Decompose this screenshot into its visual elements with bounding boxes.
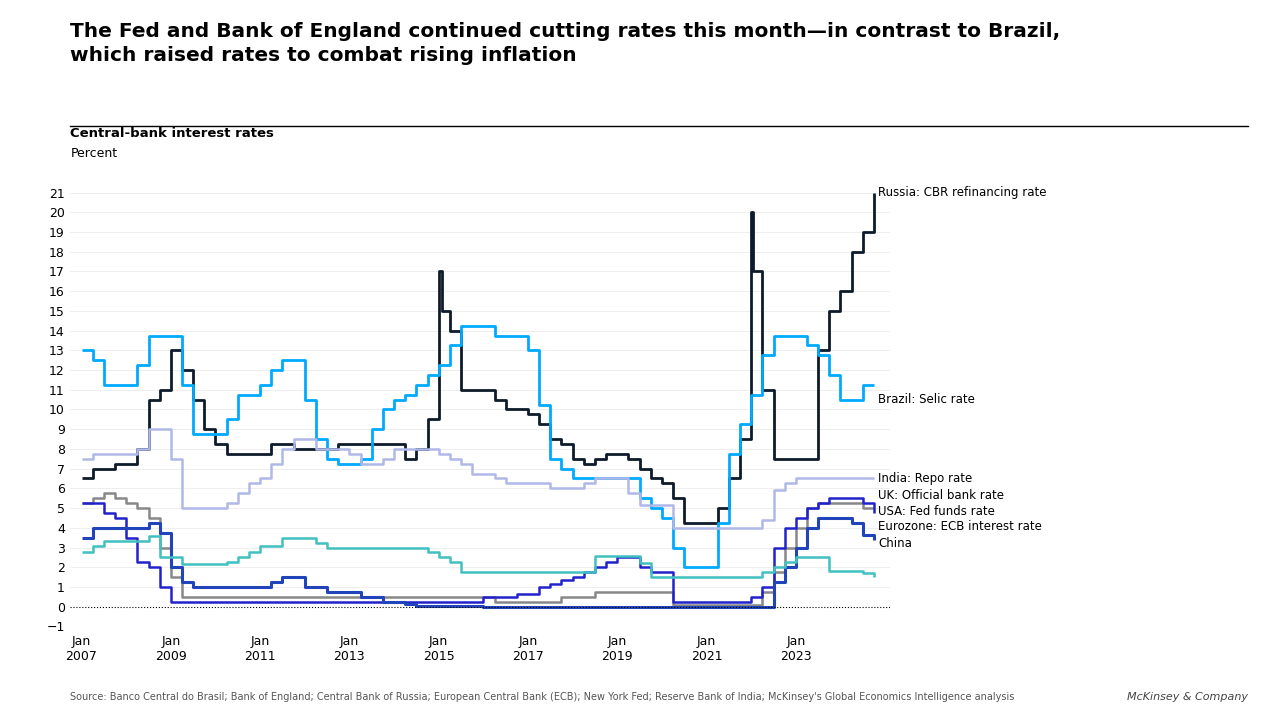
Text: Russia: CBR refinancing rate: Russia: CBR refinancing rate: [878, 186, 1047, 199]
Text: China: China: [878, 537, 913, 550]
Text: USA: Fed funds rate: USA: Fed funds rate: [878, 505, 996, 518]
Text: McKinsey & Company: McKinsey & Company: [1126, 692, 1248, 702]
Text: Eurozone: ECB interest rate: Eurozone: ECB interest rate: [878, 521, 1042, 534]
Text: Percent: Percent: [70, 147, 118, 160]
Text: The Fed and Bank of England continued cutting rates this month—in contrast to Br: The Fed and Bank of England continued cu…: [70, 22, 1061, 65]
Text: Source: Banco Central do Brasil; Bank of England; Central Bank of Russia; Europe: Source: Banco Central do Brasil; Bank of…: [70, 692, 1015, 702]
Text: UK: Official bank rate: UK: Official bank rate: [878, 489, 1005, 502]
Text: Brazil: Selic rate: Brazil: Selic rate: [878, 393, 975, 406]
Text: Central-bank interest rates: Central-bank interest rates: [70, 127, 274, 140]
Text: India: Repo rate: India: Repo rate: [878, 472, 973, 485]
